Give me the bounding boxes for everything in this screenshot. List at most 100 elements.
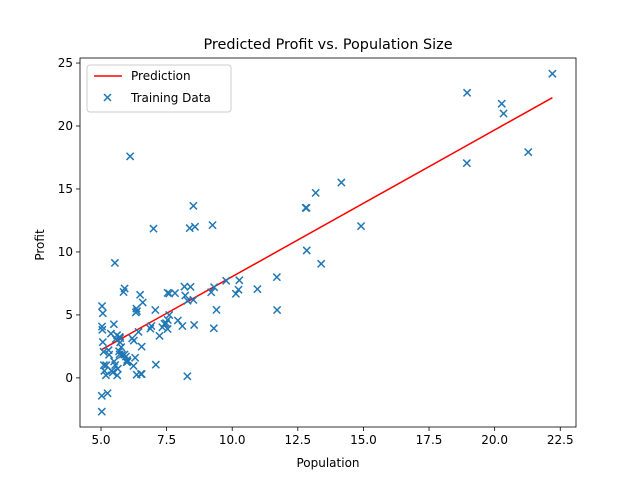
legend-training-swatch — [103, 93, 112, 102]
training-data-point — [99, 347, 108, 356]
training-data-point — [103, 389, 112, 398]
training-data-point — [178, 321, 187, 331]
training-data-point — [337, 178, 346, 187]
y-tick-label: 5 — [65, 308, 73, 322]
training-data-point — [165, 289, 174, 298]
legend-frame — [86, 64, 232, 113]
training-data-point — [158, 323, 167, 332]
training-data-point — [113, 371, 122, 380]
training-data-point — [97, 407, 106, 416]
training-data-point — [97, 301, 107, 311]
training-data-point — [138, 298, 147, 307]
training-data-point — [462, 159, 471, 168]
chart-title: Predicted Profit vs. Population Size — [203, 37, 452, 53]
training-data-point — [173, 316, 183, 325]
axes-frame — [79, 57, 577, 428]
y-axis-label: Profit — [33, 229, 47, 261]
training-data-point — [234, 285, 243, 294]
x-tick-label: 10.0 — [219, 433, 246, 447]
x-tick-label: 5.0 — [91, 433, 110, 447]
training-data-point — [149, 224, 158, 233]
training-data-point — [231, 289, 241, 298]
training-data-point — [180, 282, 189, 291]
training-data-point — [181, 291, 190, 300]
training-data-point — [146, 324, 155, 333]
training-data-point — [356, 221, 366, 231]
training-data-point — [136, 369, 146, 379]
training-data-point — [98, 337, 107, 347]
training-data-point — [222, 276, 231, 285]
training-data-point — [97, 391, 106, 400]
training-data-point — [115, 350, 124, 359]
training-data-point — [129, 361, 138, 371]
training-data-point — [132, 304, 141, 313]
training-data-point — [524, 147, 533, 157]
y-tick-label: 0 — [65, 371, 73, 385]
training-data-point — [163, 315, 172, 324]
training-data-point — [165, 310, 174, 320]
training-data-point — [272, 305, 282, 315]
prediction-line — [101, 97, 553, 351]
training-data-point — [183, 296, 192, 305]
y-tick-label: 25 — [58, 56, 73, 70]
training-data-point — [102, 361, 111, 370]
training-data-point — [499, 109, 508, 118]
training-data-point — [548, 69, 557, 78]
training-data-point — [98, 309, 107, 318]
y-tick-label: 20 — [58, 119, 73, 133]
training-data-point — [121, 352, 131, 361]
legend: Prediction Training Data — [86, 64, 232, 113]
legend-prediction-label: Prediction — [131, 69, 191, 83]
training-data-point — [301, 203, 310, 212]
training-data-point — [497, 99, 506, 108]
training-data-point — [190, 320, 199, 330]
x-tick-label: 12.5 — [284, 433, 311, 447]
plot-area: 5.0 7.5 10.0 12.5 15.0 17.5 20.0 22.5 0 5 10 15 20 25 — [58, 56, 577, 447]
training-data-point — [151, 360, 160, 369]
x-tick-label: 15.0 — [350, 433, 377, 447]
x-axis-label: Population — [296, 456, 359, 470]
training-data-point — [147, 321, 156, 331]
training-data-point — [116, 338, 125, 347]
training-data-point — [183, 372, 192, 381]
training-data-point — [97, 322, 107, 331]
training-data-point — [189, 201, 198, 210]
training-data-point — [208, 220, 217, 230]
training-data-point — [125, 152, 135, 161]
training-data-point — [98, 325, 107, 334]
training-data-point — [311, 188, 320, 198]
training-data-point — [209, 283, 219, 292]
training-data-point — [134, 327, 143, 337]
training-data-point — [163, 324, 172, 334]
training-data-point — [101, 371, 111, 380]
training-data-point — [462, 88, 472, 97]
y-tick-label: 10 — [58, 245, 73, 259]
training-data-point — [207, 288, 216, 297]
training-data-point — [130, 353, 140, 362]
training-data-point — [151, 305, 160, 315]
x-tick-label: 22.5 — [547, 433, 574, 447]
training-data-point — [112, 331, 122, 340]
training-data-point — [114, 347, 124, 356]
x-tick-label: 20.0 — [481, 433, 508, 447]
training-data-point — [104, 346, 113, 355]
training-data-point — [99, 361, 109, 370]
training-data-point — [317, 259, 326, 268]
training-data-point — [272, 273, 281, 282]
training-data-point — [109, 320, 118, 329]
x-tick-label: 17.5 — [416, 433, 443, 447]
training-data-point — [113, 364, 122, 373]
training-data-point — [137, 342, 146, 351]
training-data-point — [129, 336, 138, 345]
training-data-point — [110, 258, 120, 268]
x-tick-label: 7.5 — [157, 433, 176, 447]
training-data-point — [190, 222, 200, 231]
y-tick-label: 15 — [58, 182, 73, 196]
training-data-point — [120, 284, 129, 293]
training-data-point — [135, 290, 145, 299]
training-data-point — [235, 276, 244, 285]
training-data-point — [209, 324, 218, 333]
training-data-point — [253, 284, 262, 294]
training-data-point — [302, 246, 311, 255]
